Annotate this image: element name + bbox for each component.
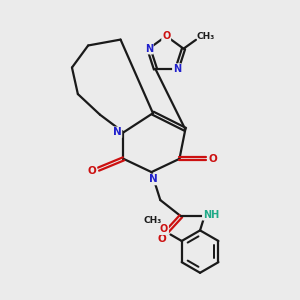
Text: N: N [173,64,181,74]
Text: CH₃: CH₃ [144,216,162,225]
Text: NH: NH [203,210,219,220]
Text: N: N [112,127,122,137]
Text: N: N [148,174,157,184]
Text: CH₃: CH₃ [196,32,214,41]
Text: O: O [158,234,166,244]
Text: O: O [88,166,96,176]
Text: O: O [160,224,168,234]
Text: N: N [145,44,153,54]
Text: O: O [208,154,217,164]
Text: O: O [162,31,170,41]
